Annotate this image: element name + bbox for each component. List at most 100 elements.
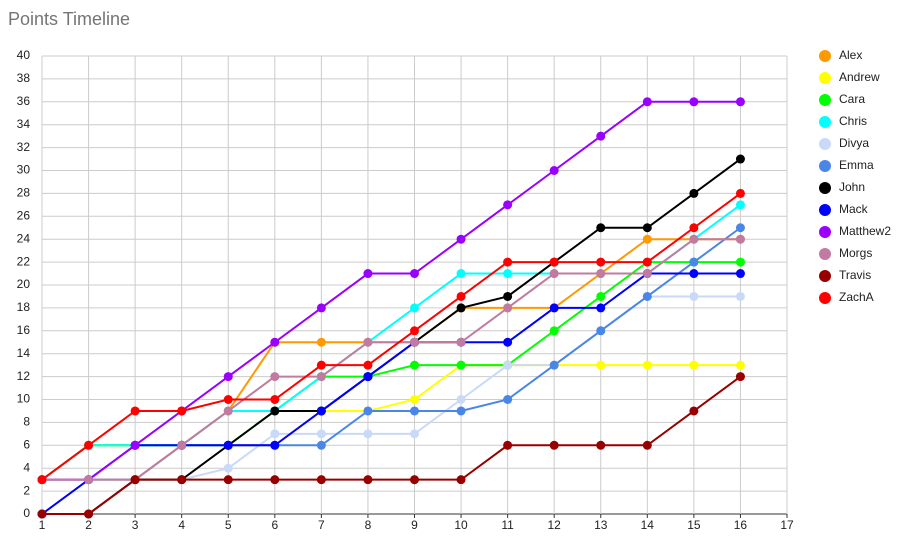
point (410, 429, 419, 439)
point (316, 303, 326, 313)
y-tick-label: 10 (17, 392, 31, 406)
y-tick-label: 8 (23, 415, 30, 429)
point (316, 372, 326, 382)
x-tick-label: 16 (734, 518, 748, 532)
legend-swatch (819, 182, 831, 194)
point (689, 291, 699, 301)
legend-swatch (819, 116, 831, 128)
legend-label: Divya (839, 136, 869, 150)
point (270, 395, 280, 404)
point (37, 475, 47, 485)
y-tick-label: 0 (23, 506, 30, 520)
point (549, 303, 559, 313)
point (177, 475, 187, 485)
point (363, 429, 373, 439)
x-tick-label: 1 (39, 518, 46, 532)
x-tick-label: 15 (687, 518, 701, 532)
legend-label: Emma (839, 158, 874, 172)
y-tick-label: 4 (23, 460, 30, 474)
y-tick-label: 26 (17, 208, 31, 222)
point (735, 223, 745, 233)
point (223, 372, 233, 382)
point (689, 97, 699, 107)
point (363, 372, 373, 382)
point (223, 475, 233, 485)
point (316, 429, 326, 439)
legend-swatch (819, 270, 831, 282)
point (503, 440, 513, 450)
point (456, 269, 466, 279)
point (410, 303, 419, 313)
point (270, 429, 280, 439)
x-tick-label: 6 (271, 518, 278, 532)
legend-swatch (819, 248, 831, 260)
point (596, 223, 606, 233)
point (689, 223, 699, 233)
point (223, 406, 233, 416)
point (503, 337, 513, 347)
x-tick-label: 12 (548, 518, 562, 532)
point (456, 360, 466, 370)
x-tick-label: 8 (365, 518, 372, 532)
y-tick-label: 30 (17, 163, 31, 177)
point (642, 97, 652, 107)
y-tick-label: 34 (17, 117, 31, 131)
point (642, 440, 652, 450)
point (549, 269, 559, 279)
x-tick-label: 14 (641, 518, 655, 532)
legend-swatch (819, 72, 831, 84)
series-line (41, 192, 742, 481)
point (316, 475, 326, 485)
point (689, 269, 699, 279)
point (596, 440, 606, 450)
point (735, 234, 745, 244)
legend-swatch (819, 204, 831, 216)
point (735, 372, 745, 382)
point (410, 337, 419, 347)
legend-label: John (839, 180, 865, 194)
point (223, 463, 233, 473)
point (130, 440, 140, 450)
chart-title: Points Timeline (8, 9, 130, 29)
legend-swatch (819, 94, 831, 106)
point (223, 395, 233, 404)
legend-label: Andrew (839, 70, 880, 84)
point (410, 406, 419, 416)
point (456, 234, 466, 244)
point (456, 475, 466, 485)
point (316, 406, 326, 416)
point (735, 360, 745, 370)
legend-label: Mack (839, 202, 869, 216)
legend-label: Alex (839, 48, 862, 62)
point (549, 326, 559, 336)
point (410, 475, 419, 485)
series-line (41, 261, 741, 481)
legend-swatch (819, 292, 831, 304)
point (549, 257, 559, 267)
point (735, 257, 745, 267)
point (596, 291, 606, 301)
y-tick-label: 12 (17, 369, 31, 383)
point (363, 475, 373, 485)
y-tick-label: 16 (17, 323, 31, 337)
y-tick-label: 32 (17, 140, 31, 154)
x-tick-label: 11 (501, 518, 514, 532)
point (130, 475, 140, 485)
point (596, 303, 606, 313)
point (642, 360, 652, 370)
point (456, 337, 466, 347)
point (642, 291, 652, 301)
point (735, 291, 745, 301)
y-tick-label: 20 (17, 277, 31, 291)
legend-label: Travis (839, 268, 871, 282)
point (456, 406, 466, 416)
legend-swatch (819, 50, 831, 62)
x-tick-label: 5 (225, 518, 232, 532)
y-tick-label: 18 (17, 300, 31, 314)
point (456, 291, 466, 301)
point (596, 257, 606, 267)
point (177, 406, 187, 416)
point (410, 269, 419, 279)
point (503, 395, 513, 404)
